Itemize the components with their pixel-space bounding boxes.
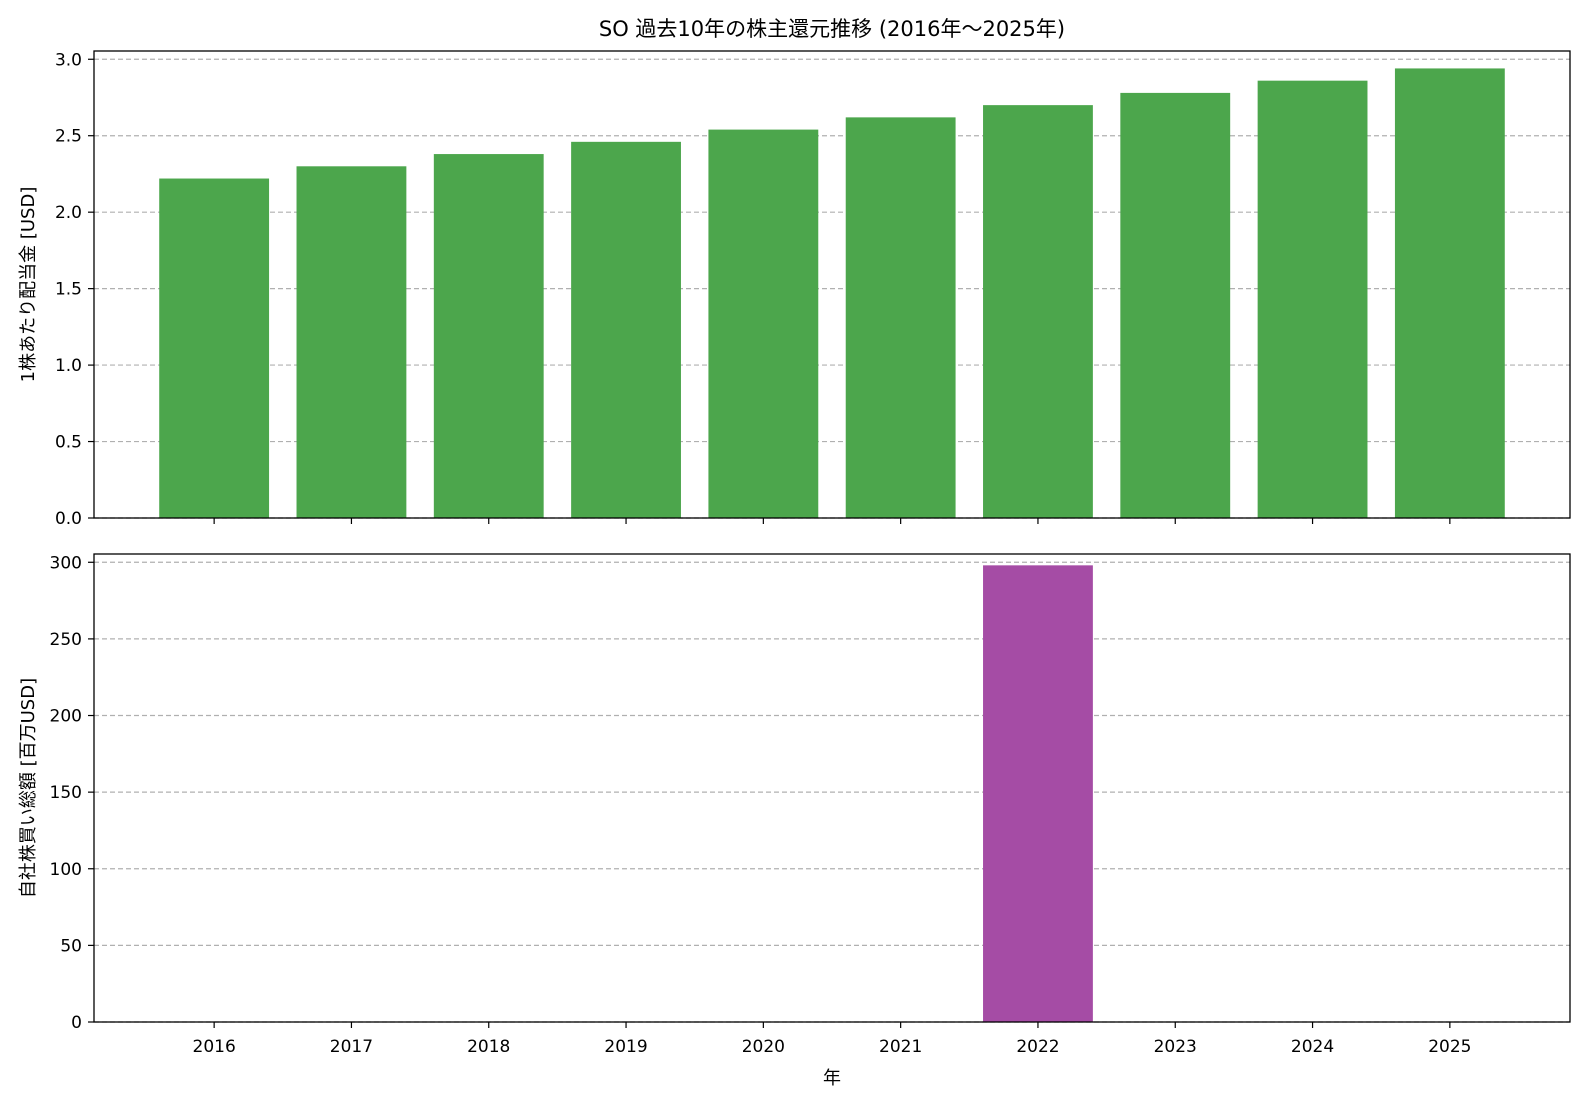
y-tick-label: 3.0 [55,50,82,70]
y-tick-label: 1.0 [55,356,82,376]
x-tick-label: 2017 [330,1037,373,1057]
bar-2020 [708,129,819,518]
panel-2: 0 50 100 150 200 250 300 2016 2017 2018 2019 2020 20… [18,553,1571,1057]
x-tick-label: 2019 [604,1037,647,1057]
x-tick-label: 2016 [193,1037,236,1057]
x-tick-label: 2021 [879,1037,922,1057]
chart-title: SO 過去10年の株主還元推移 (2016年～2025年) [599,17,1065,41]
y-tick-label: 50 [60,936,82,956]
y-axis-label: 1株あたり配当金 [USD] [18,187,39,383]
y-tick-label: 0 [71,1013,82,1033]
bar-2017 [296,166,407,519]
x-tick-label: 2022 [1016,1037,1059,1057]
x-axis-label: 年 [823,1068,841,1089]
y-tick-label: 300 [50,553,82,573]
x-tick-label: 2018 [467,1037,510,1057]
x-tick-label: 2025 [1428,1037,1471,1057]
plot-frame [93,50,1571,519]
chart-panels: 0.0 0.5 1.0 1.5 2.0 2.5 3.0 1株あたり配当金 [USD] 0 50 10… [18,50,1571,1057]
y-tick-label: 150 [50,783,82,803]
bar-2021 [845,117,956,518]
plot-frame [93,553,1571,1023]
bar-2025 [1394,68,1505,518]
y-tick-label: 0.0 [55,509,82,529]
y-tick-label: 100 [50,860,82,880]
x-tick-label: 2023 [1154,1037,1197,1057]
bar-2023 [1120,92,1231,518]
y-tick-label: 200 [50,707,82,727]
y-tick-label: 1.5 [55,280,82,300]
bar-2018 [433,154,544,518]
bar-2022 [983,105,1093,519]
bar-2022 [983,565,1093,1022]
y-tick-label: 0.5 [55,433,82,453]
panel-1: 0.0 0.5 1.0 1.5 2.0 2.5 3.0 1株あたり配当金 [USD] [18,50,1571,529]
bar-2024 [1257,80,1368,519]
y-axis-label: 自社株買い総額 [百万USD] [18,678,39,898]
bar-2019 [571,141,681,518]
bar-2016 [159,178,270,518]
x-tick-label: 2024 [1291,1037,1334,1057]
y-tick-label: 2.0 [55,203,82,223]
y-tick-label: 2.5 [55,127,82,147]
y-tick-label: 250 [50,630,82,650]
x-tick-label: 2020 [742,1037,785,1057]
